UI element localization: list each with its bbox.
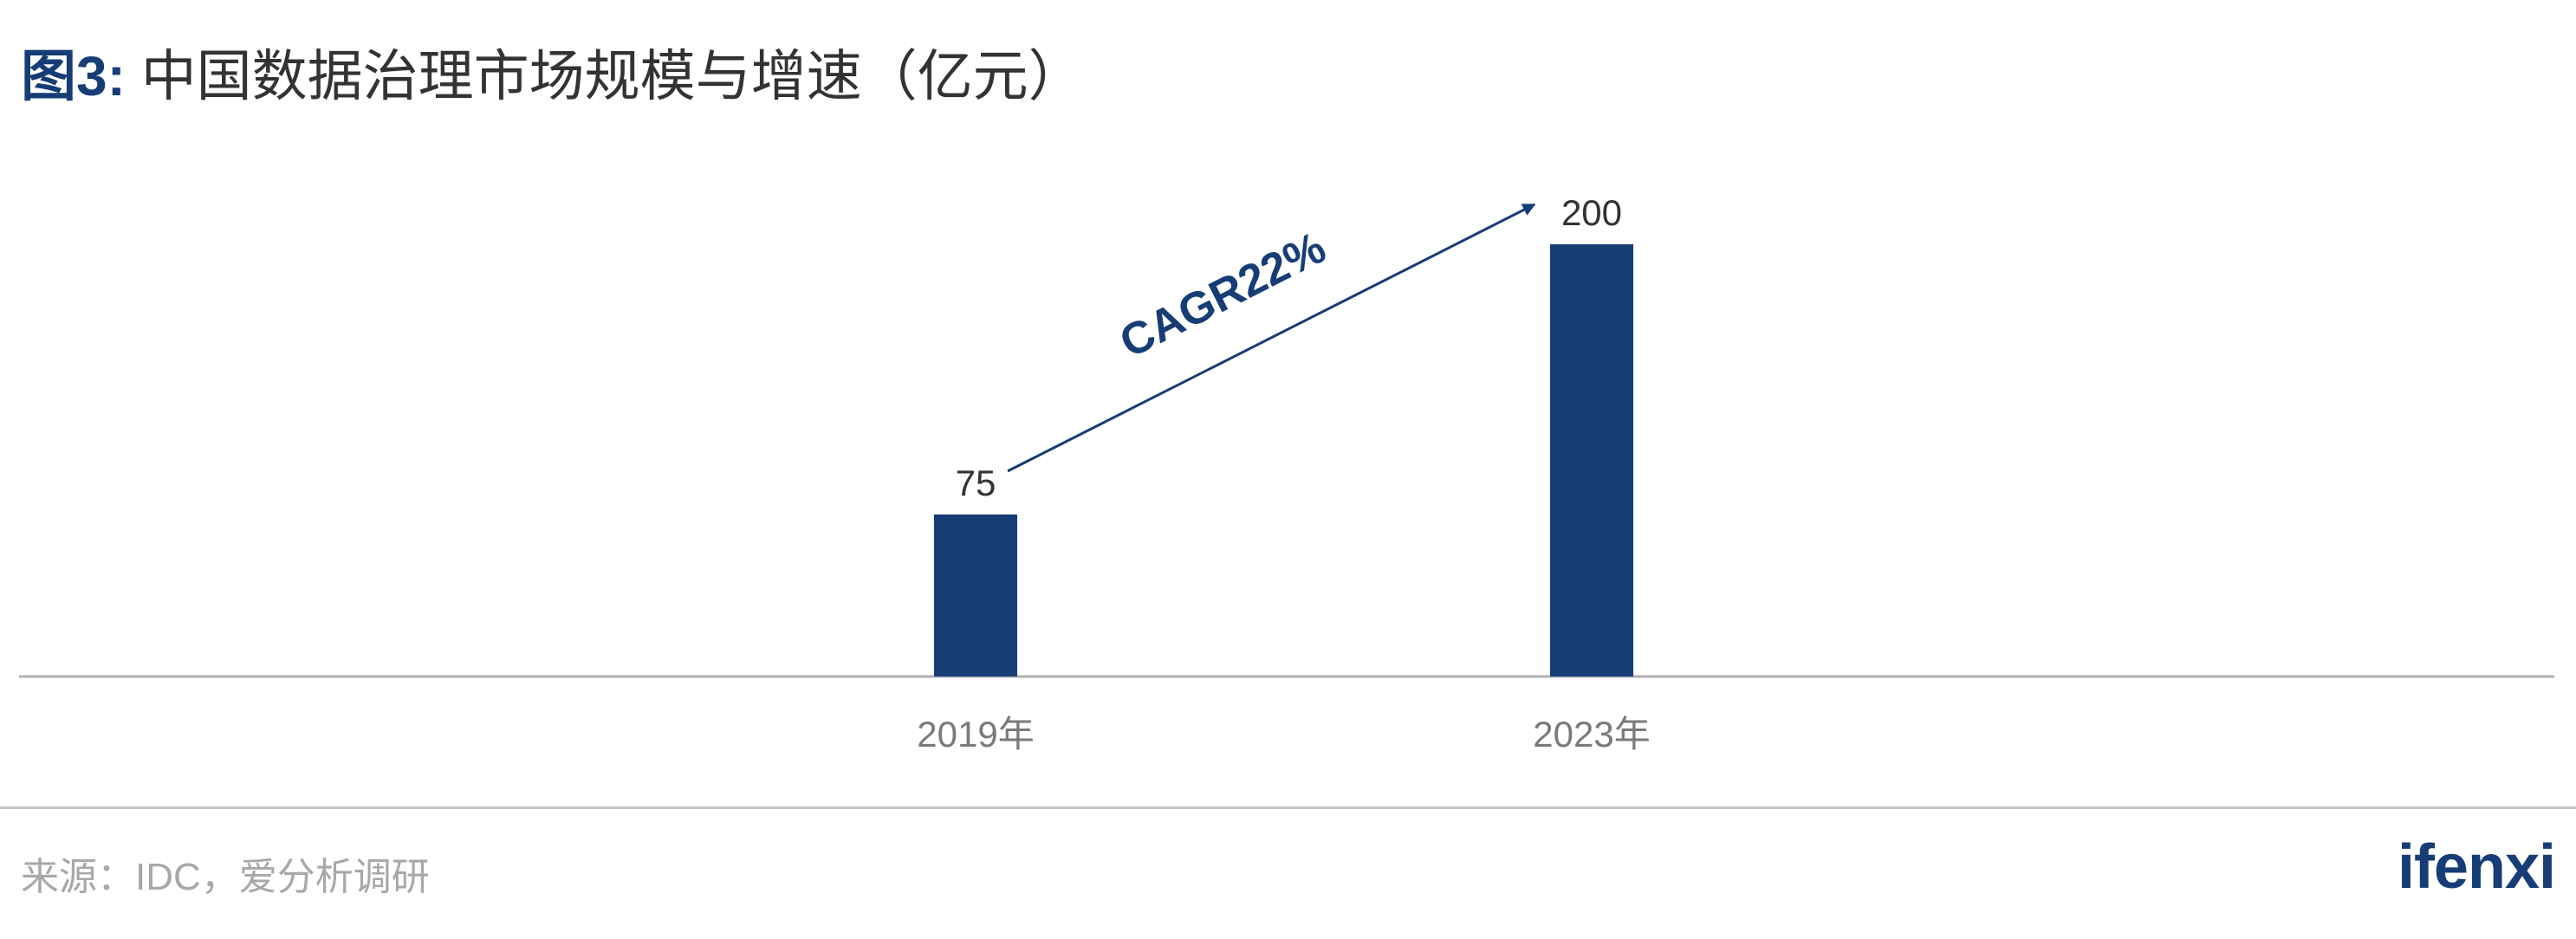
- bar-0: [934, 514, 1017, 677]
- cagr-arrow: [1007, 203, 1536, 473]
- figure-label: 图3:: [21, 45, 126, 107]
- footer-divider: [0, 806, 2576, 809]
- tick-label-1: 2023年: [1533, 714, 1650, 754]
- bar-1: [1550, 244, 1633, 677]
- source-note: 来源：IDC，爱分析调研: [21, 856, 430, 898]
- tick-label-0: 2019年: [917, 714, 1034, 754]
- ifenxi-logo: ifenxi: [2397, 832, 2556, 902]
- chart-title: 图3: 中国数据治理市场规模与增速（亿元）: [21, 43, 1084, 110]
- figure-title-text: 中国数据治理市场规模与增速（亿元）: [140, 45, 1084, 107]
- data-label-1: 200: [1561, 192, 1622, 233]
- cagr-label: CAGR22%: [1112, 223, 1333, 368]
- data-label-0: 75: [956, 463, 996, 503]
